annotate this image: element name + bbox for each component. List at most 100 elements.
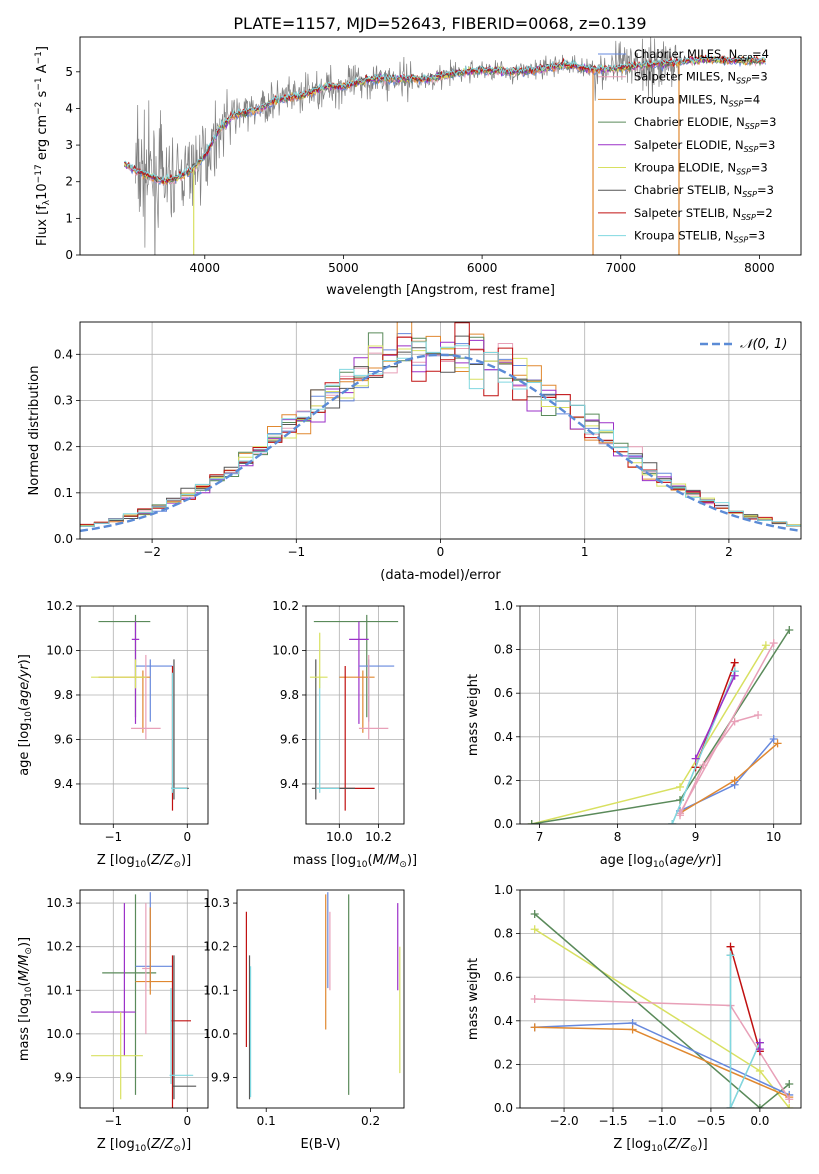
model-spectrum-line [124, 54, 766, 182]
x-tick-label: 0 [183, 1114, 191, 1128]
y-tick-label: 0.6 [494, 686, 513, 700]
y-tick-label: 0.0 [494, 817, 513, 831]
weight-marker [730, 671, 739, 680]
y-tick-label: 0.2 [494, 1057, 513, 1071]
observed-spectrum-line [135, 37, 680, 255]
y-tick-label: 10.0 [203, 1027, 230, 1041]
errorbar-marks [245, 892, 401, 1100]
spectrum-panel: 4000 5000 6000 7000 8000 0 1 2 3 4 5 wavelength [An… [34, 36, 802, 298]
x-tick-label: 0.2 [361, 1114, 380, 1128]
y-tick-label: 3 [65, 138, 73, 152]
weight-line [729, 955, 761, 1108]
weight-marker [691, 754, 700, 763]
y-tick-label: 0.3 [54, 393, 73, 407]
spectrum-lines [123, 37, 766, 255]
y-tick-label: 10.3 [46, 896, 73, 910]
axes-frame [236, 889, 405, 1109]
weight-vs-metallicity-panel: −2.0 −1.5 −1.0 −0.5 0.0 0.0 0.2 0.4 0.6 0.8 1.0 Z [… [466, 883, 802, 1154]
residual-histogram-step [80, 322, 801, 526]
weight-marker [769, 639, 778, 648]
y-tick-label: 0.1 [54, 486, 73, 500]
y-tick-label: 9.8 [280, 688, 299, 702]
errorbar-point [358, 659, 395, 722]
weight-lines [530, 909, 794, 1108]
x-axis-label: wavelength [Angstrom, rest frame] [326, 283, 555, 298]
y-tick-label: 9.8 [54, 688, 73, 702]
weight-marker [769, 734, 778, 743]
weight-marker [676, 782, 685, 791]
y-tick-label: 0.2 [54, 440, 73, 454]
weight-line [729, 946, 761, 1052]
errorbar-point [98, 670, 151, 733]
legend-entry: Kroupa MILES, NSSP=4 [634, 92, 760, 108]
errorbar-point [171, 672, 188, 793]
errorbar-point [358, 654, 389, 740]
errorbar-point [172, 659, 189, 800]
age-vs-mass-panel: 10.0 10.2 9.4 9.6 9.8 10.0 10.2 mass [log10(M/M… [272, 599, 417, 870]
y-tick-label: 0.8 [494, 927, 513, 941]
x-tick-label: 8 [614, 830, 622, 844]
y-tick-label: 9.6 [54, 732, 73, 746]
legend-entry: Kroupa ELODIE, NSSP=3 [634, 161, 768, 177]
weight-marker [755, 1066, 764, 1075]
y-tick-label: 0.6 [494, 970, 513, 984]
x-axis-label: Z [log10(Z/Z⊙)] [97, 1137, 191, 1154]
weight-line [679, 642, 775, 814]
legend-entry: Kroupa STELIB, NSSP=3 [634, 229, 765, 245]
weight-marker [730, 658, 739, 667]
y-tick-label: 9.6 [280, 732, 299, 746]
x-tick-label: −1.5 [598, 1114, 627, 1128]
legend-entry: Chabrier STELIB, NSSP=3 [634, 183, 774, 199]
weight-marker [755, 1104, 764, 1108]
weight-line [694, 675, 736, 759]
weight-marker [755, 1045, 764, 1054]
legend-entry: Salpeter MILES, NSSP=3 [634, 70, 768, 86]
weight-marker [754, 711, 763, 719]
x-tick-label: 0.0 [750, 1114, 769, 1128]
x-tick-label: 2 [725, 545, 733, 559]
x-tick-label: 0 [183, 830, 191, 844]
figure-title: PLATE=1157, MJD=52643, FIBERID=0068, z=0… [233, 14, 646, 33]
weight-line [531, 629, 790, 824]
x-tick-label: 1 [581, 545, 589, 559]
mass-vs-metallicity-panel: −1 0 9.9 10.0 10.1 10.2 10.3 Z [log10(Z/Z⊙)] mas… [17, 889, 209, 1154]
weight-marker [668, 820, 677, 824]
mass-vs-ebv-panel: 0.1 0.2 9.9 10.0 10.1 10.2 10.3 E(B-V) [203, 889, 405, 1152]
x-tick-label: 6000 [467, 261, 498, 275]
y-tick-label: 10.2 [46, 599, 73, 613]
axes-frame [519, 889, 802, 1109]
y-tick-label: 0 [65, 248, 73, 262]
y-tick-label: 1.0 [494, 599, 513, 613]
x-tick-label: −1.0 [647, 1114, 676, 1128]
y-tick-label: 9.9 [54, 1070, 73, 1084]
y-tick-label: 10.0 [272, 643, 299, 657]
x-axis-label: (data-model)/error [380, 568, 501, 583]
axes-frame [79, 605, 209, 825]
weight-marker [785, 625, 794, 634]
errorbar-marks [309, 614, 399, 811]
errorbar-point [135, 907, 173, 995]
x-axis-label: E(B-V) [300, 1137, 340, 1152]
x-tick-label: 5000 [328, 261, 359, 275]
residual-histogram-step [80, 341, 801, 527]
x-tick-label: −1 [104, 1114, 122, 1128]
x-tick-label: 8000 [744, 261, 775, 275]
axes-frame [79, 889, 209, 1109]
y-tick-label: 0.0 [54, 532, 73, 546]
x-tick-label: 10.0 [326, 830, 353, 844]
y-axis-label: Normed distribution [27, 366, 42, 496]
y-tick-label: 10.3 [203, 896, 230, 910]
y-axis-label: Flux [fλ10−17 erg cm−2 s−1 A−1] [34, 46, 52, 246]
errorbar-point [91, 1012, 143, 1100]
y-axis-label: mass weight [466, 674, 481, 756]
y-tick-label: 9.4 [280, 777, 299, 791]
errorbar-marks [91, 614, 189, 811]
weight-marker [530, 925, 539, 934]
weight-marker [527, 820, 536, 824]
y-tick-label: 10.1 [46, 983, 73, 997]
y-tick-label: 0.4 [494, 1014, 513, 1028]
weight-line [679, 714, 759, 816]
y-axis-label: mass [log10(M/M⊙)] [17, 937, 34, 1061]
